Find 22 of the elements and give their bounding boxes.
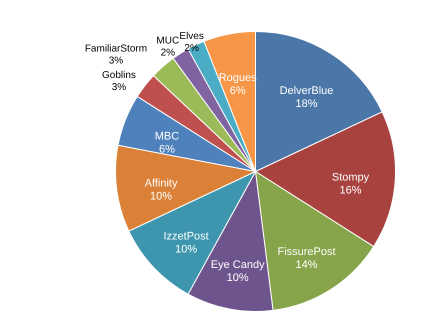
data-label: 6% xyxy=(230,84,246,97)
data-label: 18% xyxy=(295,98,318,110)
slice-label: Eye Candy xyxy=(210,259,266,272)
data-label: 10% xyxy=(175,244,198,256)
slice-label: FamiliarStorm xyxy=(84,43,148,54)
slice-label: Stompy xyxy=(332,171,370,184)
slice-label: DelverBlue xyxy=(280,85,334,98)
data-label: 3% xyxy=(108,55,124,66)
slice-label: Affinity xyxy=(144,177,178,190)
data-label: 6% xyxy=(159,143,176,156)
data-label: 16% xyxy=(339,184,362,196)
slice-label: Goblins xyxy=(102,70,136,81)
slice-label: Elves xyxy=(179,30,204,42)
slice-label: MBC xyxy=(154,130,180,142)
data-label: 3% xyxy=(112,82,126,93)
data-label: 2% xyxy=(160,48,176,59)
data-label: 14% xyxy=(295,258,318,271)
slice-label: MUC xyxy=(156,36,180,47)
data-label: 10% xyxy=(150,190,172,202)
data-label: 10% xyxy=(226,272,249,284)
slice-label: FissurePost xyxy=(277,246,336,258)
slice-label: IzzetPost xyxy=(163,230,209,243)
